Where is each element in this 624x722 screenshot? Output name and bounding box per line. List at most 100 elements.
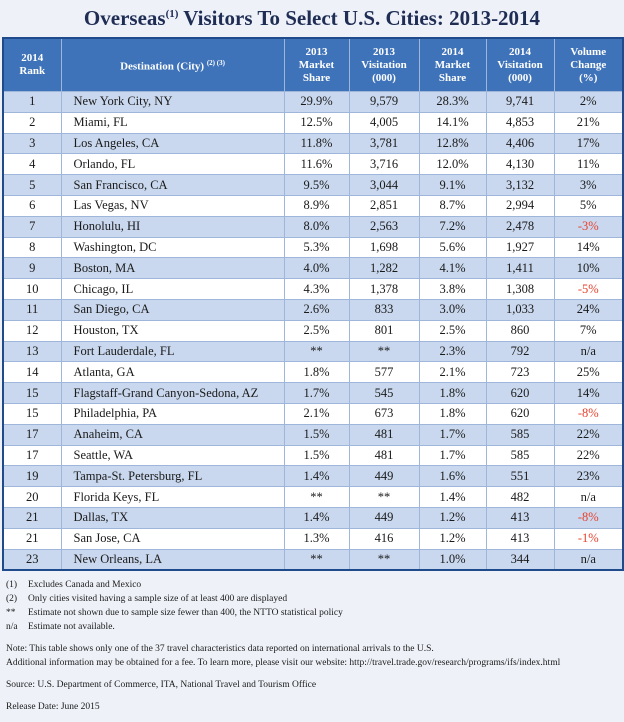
table-cell: 17: [2, 423, 61, 446]
table-row: 10 Chicago, IL 4.3% 1,378 3.8% 1,308 -5%: [2, 278, 623, 300]
table-cell: 1,282: [348, 257, 419, 279]
destination-cell: New York City, NY: [60, 91, 284, 113]
table-cell: 833: [348, 298, 419, 321]
table-row: 3 Los Angeles, CA 11.8% 3,781 12.8% 4,406 17%: [2, 132, 623, 154]
table-cell: 1: [2, 91, 61, 113]
table-row: 5 San Francisco, CA 9.5% 3,044 9.1% 3,132 3%: [2, 174, 623, 196]
table: 2014 Rank Destination (City) (2) (3) 2013 Ma…: [2, 37, 624, 572]
table-cell: 7: [2, 215, 61, 238]
table-cell: 1.2%: [418, 506, 486, 529]
table-cell: 24%: [553, 298, 623, 321]
table-cell: 2.5%: [418, 319, 486, 342]
table-cell: 25%: [553, 361, 623, 383]
table-row: 21 Dallas, TX 1.4% 449 1.2% 413 -8%: [2, 506, 623, 529]
table-cell: 2,851: [348, 194, 419, 217]
title: Overseas(1) Visitors To Select U.S. Citi…: [0, 6, 624, 31]
table-cell: 3,044: [348, 174, 419, 196]
table-cell: **: [283, 548, 349, 571]
table-cell: 1.7%: [283, 382, 349, 404]
table-cell: 14: [2, 361, 61, 383]
table-cell: 8.9%: [283, 194, 349, 217]
table-cell: 1.4%: [283, 506, 349, 529]
table-row: 19 Tampa-St. Petersburg, FL 1.4% 449 1.6% 551…: [2, 465, 623, 487]
table-cell: n/a: [553, 486, 623, 508]
table-cell: 3%: [553, 174, 623, 196]
destination-cell: Atlanta, GA: [60, 361, 284, 383]
header-text: Rank: [19, 65, 46, 77]
table-row: 8 Washington, DC 5.3% 1,698 5.6% 1,927 14%: [2, 236, 623, 258]
table-cell: 860: [485, 319, 554, 342]
table-cell: 4,406: [485, 132, 554, 154]
table-cell: 11%: [553, 153, 623, 175]
table-cell: 23%: [553, 465, 623, 487]
note-line: Note: This table shows only one of the 3…: [6, 644, 434, 654]
header-cell: 2014 Visitation (000): [485, 38, 554, 92]
table-cell: 4,853: [485, 111, 554, 134]
table-cell: 9.5%: [283, 174, 349, 196]
table-row: 2 Miami, FL 12.5% 4,005 14.1% 4,853 21%: [2, 111, 623, 134]
table-cell: 21: [2, 527, 61, 550]
footnote-text: Estimate not available.: [28, 622, 115, 632]
table-cell: 5.3%: [283, 236, 349, 258]
table-cell: 12: [2, 319, 61, 342]
table-cell: 1.8%: [418, 382, 486, 404]
table-row: 4 Orlando, FL 11.6% 3,716 12.0% 4,130 11%: [2, 153, 623, 175]
table-cell: 585: [485, 444, 554, 466]
table-cell: 1.7%: [418, 423, 486, 446]
table-cell: 545: [348, 382, 419, 404]
footnote-mark: (2): [6, 594, 18, 604]
table-cell: 4: [2, 153, 61, 175]
destination-cell: Miami, FL: [60, 111, 284, 134]
table-cell: 5%: [553, 194, 623, 217]
table-cell: 9,579: [348, 91, 419, 113]
table-cell: 13: [2, 340, 61, 362]
table-cell: 792: [485, 340, 554, 362]
destination-cell: Flagstaff-Grand Canyon-Sedona, AZ: [60, 382, 284, 404]
table-cell: 3,716: [348, 153, 419, 175]
table-cell: 11: [2, 298, 61, 321]
table-cell: **: [348, 340, 419, 362]
footer: (1) Excludes Canada and Mexico (2) Only cit…: [6, 578, 620, 714]
table-cell: 577: [348, 361, 419, 383]
table-cell: 585: [485, 423, 554, 446]
header-text: Destination (City): [120, 60, 205, 73]
table-cell: 12.8%: [418, 132, 486, 154]
table-row: 9 Boston, MA 4.0% 1,282 4.1% 1,411 10%: [2, 257, 623, 279]
header-cell: 2014 Market Share: [418, 38, 486, 92]
destination-cell: Chicago, IL: [60, 278, 284, 300]
table-cell: 1,308: [485, 278, 554, 300]
table-cell: **: [283, 340, 349, 362]
table-cell: 2: [2, 111, 61, 134]
table-cell: n/a: [553, 340, 623, 362]
table-cell: 481: [348, 423, 419, 446]
table-cell: 2,994: [485, 194, 554, 217]
table-cell: 20: [2, 486, 61, 508]
table-cell: 14.1%: [418, 111, 486, 134]
destination-cell: Seattle, WA: [60, 444, 284, 466]
table-cell: 14%: [553, 236, 623, 258]
table-cell: 17: [2, 444, 61, 466]
table-cell: 1.4%: [283, 465, 349, 487]
table-body: 1 New York City, NY 29.9% 9,579 28.3% 9,741 2%…: [2, 91, 623, 571]
title-text: Visitors To Select U.S. Cities: 2013-201…: [178, 6, 541, 30]
table-cell: -1%: [553, 527, 623, 550]
table-cell: 1.0%: [418, 548, 486, 571]
table-cell: 2,563: [348, 215, 419, 238]
table-row: 13 Fort Lauderdale, FL ** ** 2.3% 792 n/a: [2, 340, 623, 362]
table-cell: 2.5%: [283, 319, 349, 342]
header-footnote: (2) (3): [206, 58, 225, 67]
table-cell: 9.1%: [418, 174, 486, 196]
table-cell: n/a: [553, 548, 623, 571]
table-cell: -8%: [553, 402, 623, 425]
header-text: (000): [372, 71, 396, 84]
table-cell: 4.3%: [283, 278, 349, 300]
note-line: Additional information may be obtained f…: [6, 658, 561, 668]
table-cell: 11.6%: [283, 153, 349, 175]
table-cell: 6: [2, 194, 61, 217]
table-cell: 1,378: [348, 278, 419, 300]
table-cell: 28.3%: [418, 91, 486, 113]
table-cell: 673: [348, 402, 419, 425]
table-cell: 9: [2, 257, 61, 279]
table-cell: 481: [348, 444, 419, 466]
table-cell: 1.6%: [418, 465, 486, 487]
